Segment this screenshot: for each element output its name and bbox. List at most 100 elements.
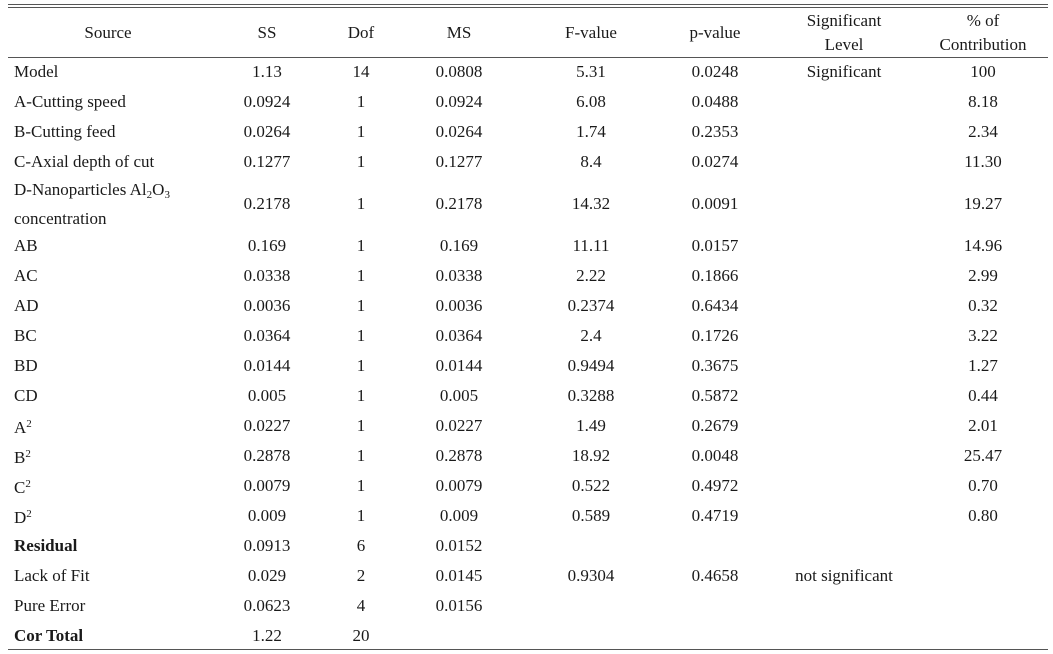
row-dof: 2 <box>356 566 366 585</box>
row-f-value: 8.4 <box>580 152 602 171</box>
row-p-value: 0.6434 <box>691 296 739 315</box>
row-ms: 0.2178 <box>435 194 483 213</box>
row-dof: 4 <box>356 596 366 615</box>
header-p-value: p-value <box>689 22 741 42</box>
row-contribution: 19.27 <box>963 194 1003 213</box>
row-ms: 0.0227 <box>435 416 483 435</box>
header-sig-line1: Significant <box>806 10 882 30</box>
row-p-value: 0.2353 <box>691 122 739 141</box>
row-ss: 0.0036 <box>243 296 291 315</box>
row-ss: 0.0623 <box>243 596 291 615</box>
row-contribution <box>918 621 1048 651</box>
row-dof: 1 <box>356 506 366 525</box>
row-ss: 1.13 <box>252 62 282 81</box>
row-f-value: 1.74 <box>576 122 606 141</box>
source-part-c: concentration <box>14 208 107 228</box>
row-p-value <box>660 531 770 561</box>
source-letter: C <box>14 478 26 497</box>
row-contribution: 0.80 <box>968 506 998 525</box>
row-significance <box>770 291 918 321</box>
row-contribution: 0.32 <box>968 296 998 315</box>
table-row: B2 0.2878 1 0.2878 18.92 0.0048 25.47 <box>8 441 1048 471</box>
row-significance <box>770 117 918 147</box>
row-contribution: 25.47 <box>963 446 1003 465</box>
row-significance <box>770 621 918 651</box>
row-ms: 0.0152 <box>435 536 483 555</box>
row-source: A-Cutting speed <box>14 92 126 111</box>
row-ss: 1.22 <box>252 626 282 645</box>
row-source: AD <box>14 296 39 315</box>
row-dof: 1 <box>356 446 366 465</box>
row-ss: 0.0264 <box>243 122 291 141</box>
row-contribution: 11.30 <box>964 152 1002 171</box>
row-source: Cor Total <box>14 626 84 645</box>
row-dof: 1 <box>356 152 366 171</box>
row-p-value: 0.0488 <box>691 92 739 111</box>
row-ms: 0.0144 <box>435 356 483 375</box>
row-significance <box>770 471 918 501</box>
row-f-value: 18.92 <box>571 446 611 465</box>
row-contribution: 14.96 <box>963 236 1003 255</box>
row-ms: 0.0156 <box>435 596 483 615</box>
row-ss: 0.0227 <box>243 416 291 435</box>
row-source: B-Cutting feed <box>14 122 116 141</box>
row-contribution: 8.18 <box>968 92 998 111</box>
row-f-value: 0.9304 <box>567 566 615 585</box>
source-letter: B <box>14 448 26 467</box>
row-ms: 0.0145 <box>435 566 483 585</box>
row-ms: 0.009 <box>439 506 479 525</box>
header-dof: Dof <box>347 22 375 42</box>
table-row: D2 0.009 1 0.009 0.589 0.4719 0.80 <box>8 501 1048 531</box>
row-ms: 0.2878 <box>435 446 483 465</box>
row-significance: Significant <box>806 62 882 81</box>
table-row: CD 0.005 1 0.005 0.3288 0.5872 0.44 <box>8 381 1048 411</box>
row-p-value: 0.5872 <box>691 386 739 405</box>
row-f-value: 5.31 <box>576 62 606 81</box>
row-contribution: 3.22 <box>968 326 998 345</box>
row-source: C2 <box>8 471 208 501</box>
row-contribution <box>918 531 1048 561</box>
row-p-value <box>660 591 770 621</box>
row-f-value: 0.2374 <box>567 296 615 315</box>
row-ss: 0.009 <box>247 506 287 525</box>
row-ss: 0.005 <box>247 386 287 405</box>
row-significance <box>770 177 918 231</box>
table-row: Residual 0.0913 6 0.0152 <box>8 531 1048 561</box>
row-p-value: 0.0157 <box>691 236 739 255</box>
row-source: Model <box>14 62 59 81</box>
row-source: CD <box>14 386 38 405</box>
row-dof: 1 <box>356 416 366 435</box>
row-p-value: 0.0248 <box>691 62 739 81</box>
row-significance <box>770 411 918 441</box>
row-f-value: 1.49 <box>576 416 606 435</box>
row-ss: 0.1277 <box>243 152 291 171</box>
row-dof: 6 <box>356 536 366 555</box>
row-ss: 0.0338 <box>243 266 291 285</box>
row-source: BD <box>14 356 38 375</box>
header-source: Source <box>84 22 132 42</box>
row-p-value: 0.4719 <box>691 506 739 525</box>
row-dof: 20 <box>352 626 370 645</box>
row-dof: 1 <box>356 296 366 315</box>
row-contribution <box>918 561 1048 591</box>
row-p-value <box>660 621 770 651</box>
table-row: AB 0.169 1 0.169 11.11 0.0157 14.96 <box>8 231 1048 261</box>
row-ms: 0.0036 <box>435 296 483 315</box>
table-row: C2 0.0079 1 0.0079 0.522 0.4972 0.70 <box>8 471 1048 501</box>
header-ms: MS <box>446 22 472 42</box>
row-significance: not significant <box>795 566 893 585</box>
row-f-value: 0.589 <box>571 506 611 525</box>
row-f-value: 6.08 <box>576 92 606 111</box>
row-contribution: 0.44 <box>968 386 998 405</box>
table-row: AC 0.0338 1 0.0338 2.22 0.1866 2.99 <box>8 261 1048 291</box>
row-contribution: 2.34 <box>968 122 998 141</box>
header-ss: SS <box>257 22 277 42</box>
row-dof: 1 <box>356 122 366 141</box>
source-subscript-1: 2 <box>146 188 153 201</box>
row-ss: 0.0924 <box>243 92 291 111</box>
row-contribution: 0.70 <box>968 476 998 495</box>
row-ss: 0.169 <box>247 236 287 255</box>
row-p-value: 0.0048 <box>691 446 739 465</box>
header-contribution: % of Contribution <box>918 8 1048 57</box>
